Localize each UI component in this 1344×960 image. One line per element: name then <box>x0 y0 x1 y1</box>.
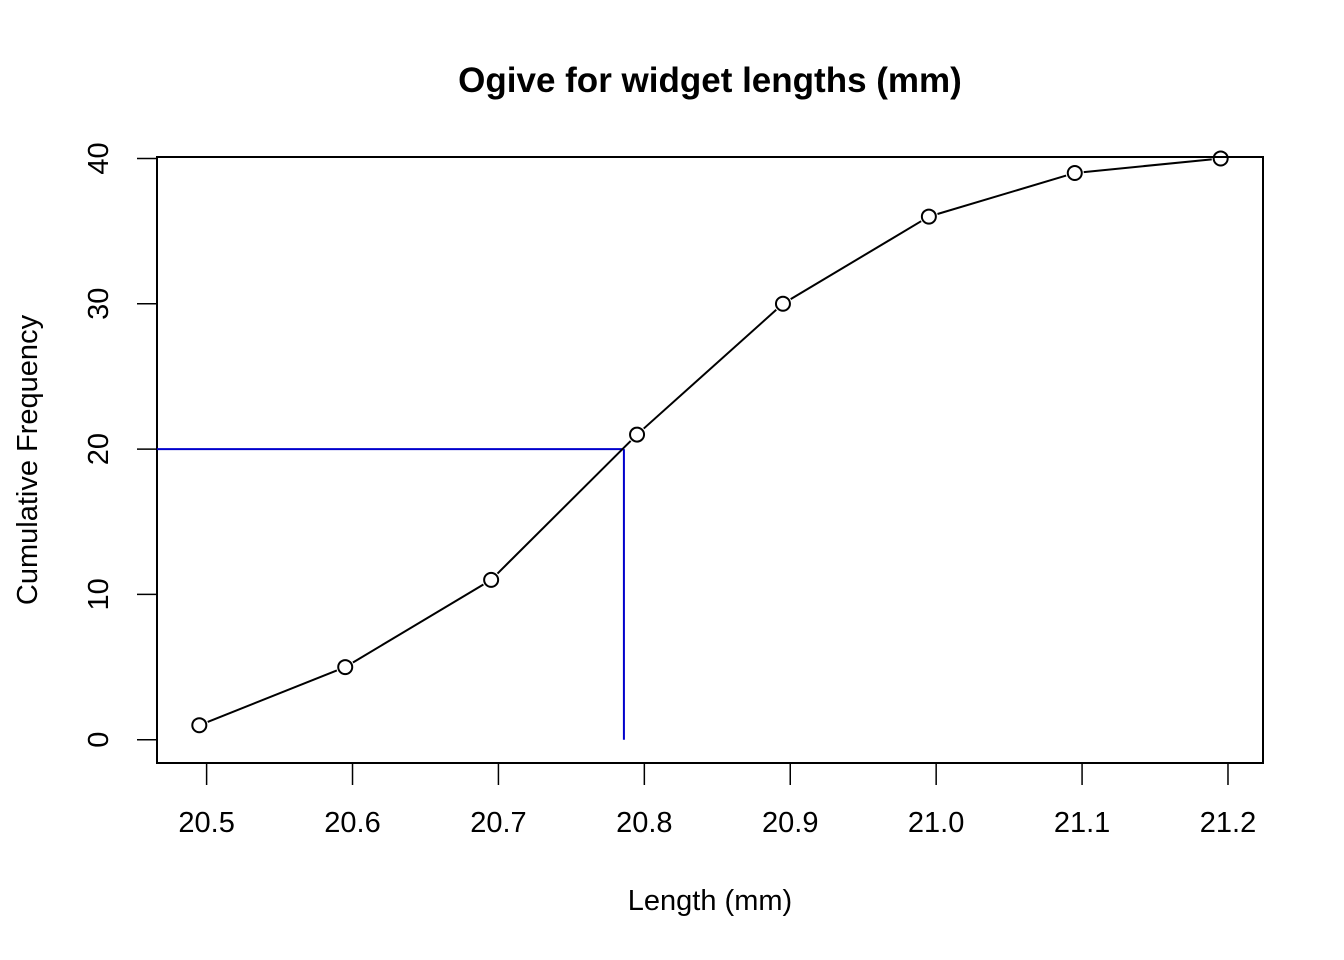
y-axis: 0 10 20 30 40 <box>83 142 158 748</box>
series-line-segment <box>1083 158 1212 174</box>
cumulative-frequency-series <box>191 150 1229 734</box>
x-tick-label: 20.7 <box>470 807 526 839</box>
y-tick-label: 30 <box>83 288 115 320</box>
data-point <box>191 717 208 734</box>
series-line-segment <box>207 669 338 723</box>
data-point <box>1212 150 1229 167</box>
x-tick-label: 21.1 <box>1054 807 1110 839</box>
data-point <box>774 295 791 312</box>
data-point <box>1066 164 1083 181</box>
x-axis: 20.5 20.6 20.7 20.8 20.9 21.0 21.1 21.2 <box>178 762 1256 839</box>
y-tick-label: 10 <box>83 578 115 610</box>
y-axis-label: Cumulative Frequency <box>12 314 44 605</box>
data-point <box>629 426 646 443</box>
x-axis-label: Length (mm) <box>628 885 792 917</box>
plot-frame <box>156 156 1264 764</box>
series-line-segment <box>790 220 922 301</box>
series-line-segment <box>352 583 484 664</box>
x-tick-label: 20.9 <box>762 807 818 839</box>
series-line-segment <box>496 440 632 575</box>
x-tick-label: 20.6 <box>324 807 380 839</box>
series-line-segment <box>937 174 1067 215</box>
data-point <box>337 659 354 676</box>
y-tick-label: 20 <box>83 433 115 465</box>
y-tick-label: 40 <box>83 142 115 174</box>
x-tick-label: 20.5 <box>178 807 234 839</box>
series-line-segment <box>643 309 777 430</box>
data-point <box>483 571 500 588</box>
x-tick-label: 20.8 <box>616 807 672 839</box>
chart-title: Ogive for widget lengths (mm) <box>458 61 962 100</box>
data-point <box>920 208 937 225</box>
x-tick-label: 21.0 <box>908 807 964 839</box>
x-tick-label: 21.2 <box>1200 807 1256 839</box>
median-guide <box>157 448 625 740</box>
y-tick-label: 0 <box>83 732 115 748</box>
